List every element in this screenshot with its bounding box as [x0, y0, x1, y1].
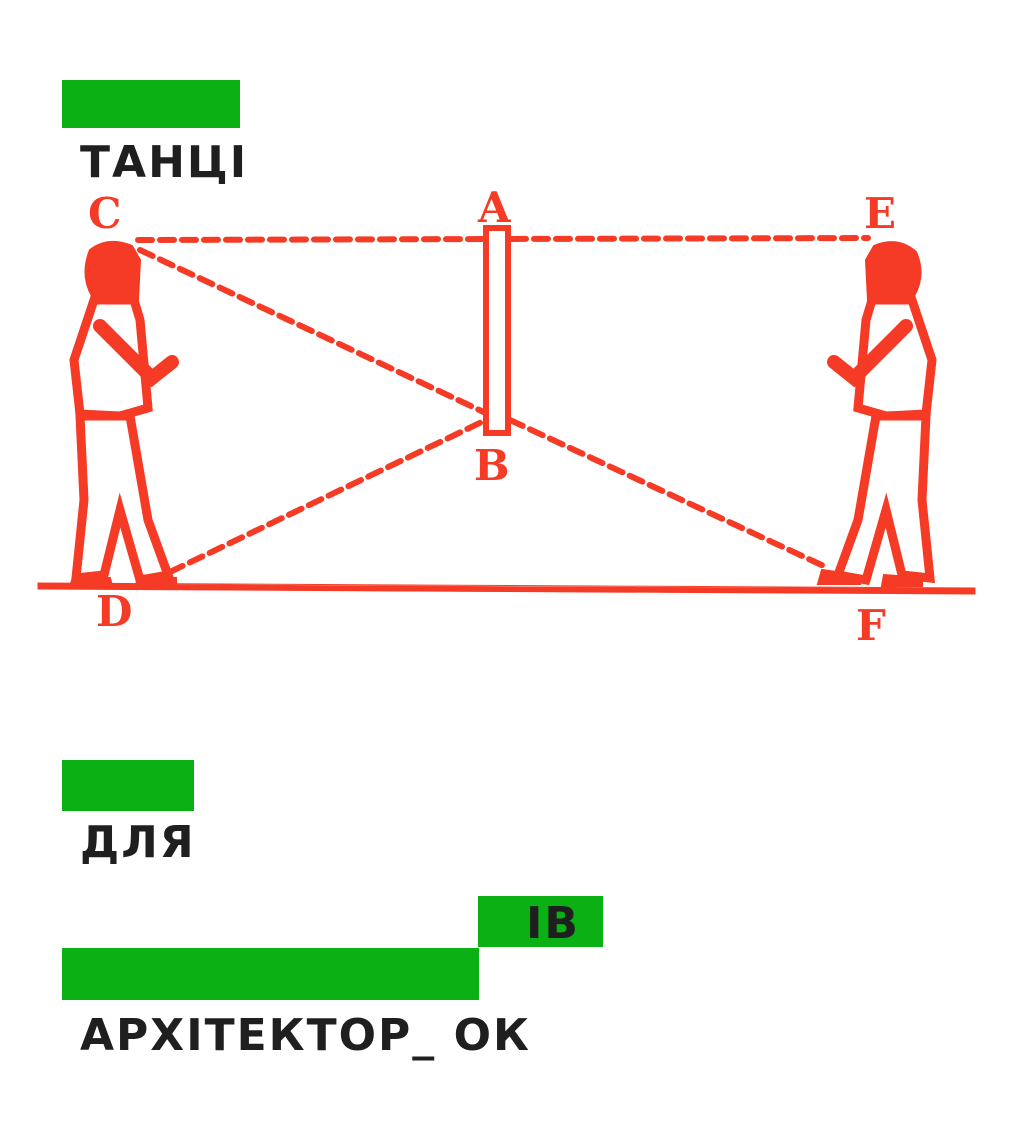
label-d: D: [96, 587, 132, 636]
label-a: A: [477, 183, 512, 232]
label-c: C: [88, 189, 121, 238]
green-bar-top: [62, 80, 240, 128]
surveying-illustration: A B C D E F: [37, 183, 976, 650]
right-figure: [816, 241, 937, 587]
label-b: B: [474, 441, 510, 490]
green-bar-middle: [62, 760, 194, 811]
sightline-b-f: [507, 417, 831, 571]
title-word-architects: АРХІТЕКТОР_ ОК: [80, 1010, 531, 1061]
green-bar-suffix: [478, 896, 603, 947]
title-word-suffix: ІВ: [526, 898, 580, 949]
sightline-c-b: [137, 247, 493, 418]
green-bar-bottom: [62, 948, 479, 1000]
sightline-d-b: [167, 415, 493, 575]
left-figure: [68, 240, 179, 587]
title-word-for: ДЛЯ: [80, 817, 196, 868]
title-word-dances: ТАНЦІ: [80, 137, 249, 188]
label-e: E: [864, 189, 896, 238]
label-f: F: [856, 601, 886, 650]
pole: [483, 225, 511, 436]
